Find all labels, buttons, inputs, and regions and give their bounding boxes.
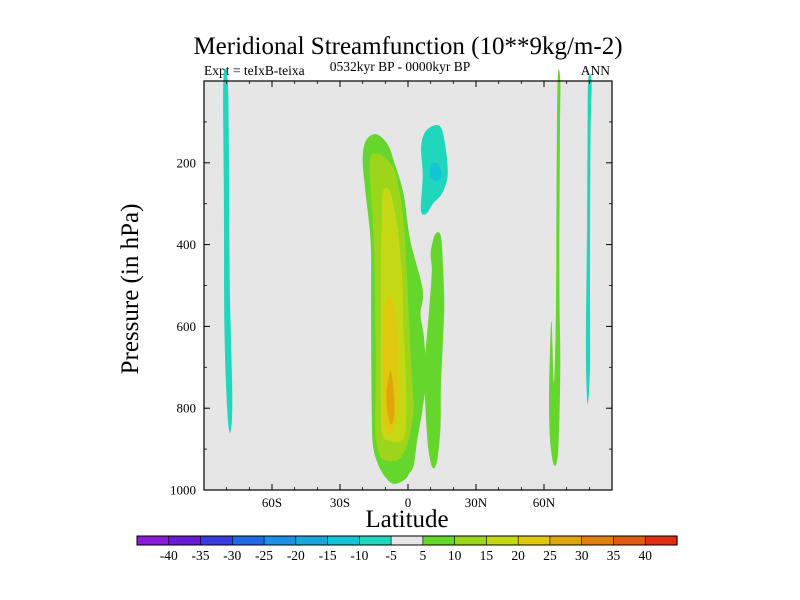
colorbar-label: 30 bbox=[575, 548, 589, 563]
x-axis: 60S 30S 0 30N 60N bbox=[226, 81, 590, 510]
colorbar-label: 25 bbox=[543, 548, 557, 563]
colorbar-swatch bbox=[263, 535, 297, 546]
colorbar-swatch bbox=[613, 535, 646, 546]
colorbar-label: 10 bbox=[448, 548, 462, 563]
x-tick-label: 30N bbox=[465, 495, 488, 510]
y-axis-label: Pressure (in hPa) bbox=[117, 204, 144, 375]
colorbar-swatch bbox=[231, 535, 265, 546]
colorbar-label: -25 bbox=[255, 548, 273, 563]
colorbar-label: -40 bbox=[160, 548, 178, 563]
colorbar-label: -15 bbox=[319, 548, 337, 563]
colorbar-swatch bbox=[168, 535, 202, 546]
colorbar-swatch bbox=[359, 535, 392, 546]
colorbar-swatch bbox=[295, 535, 329, 546]
x-tick-label: 60N bbox=[533, 495, 556, 510]
y-tick-label: 400 bbox=[177, 237, 197, 252]
colorbar-swatch bbox=[486, 535, 519, 546]
contour-neg-5-north-column bbox=[585, 73, 592, 405]
colorbar-swatch bbox=[327, 535, 360, 546]
colorbar-label: 5 bbox=[420, 548, 427, 563]
contour-pos-5-right-lobe bbox=[424, 232, 445, 469]
contour-pos-5-north-band bbox=[549, 69, 561, 466]
colorbar-swatch bbox=[644, 535, 678, 546]
colorbar: -40 -35 -30 -25 -20 -15 -10 -5 5 10 15 20 25 30 35 40 bbox=[136, 535, 678, 563]
y-tick-label: 1000 bbox=[170, 483, 196, 498]
colorbar-label: -30 bbox=[223, 548, 241, 563]
colorbar-label: -35 bbox=[192, 548, 210, 563]
x-tick-label: 30S bbox=[330, 495, 350, 510]
y-tick-label: 800 bbox=[177, 401, 197, 416]
x-tick-label: 0 bbox=[405, 495, 412, 510]
y-tick-label: 200 bbox=[177, 155, 197, 170]
colorbar-swatch bbox=[581, 535, 615, 546]
time-range-label: 0532kyr BP - 0000kyr BP bbox=[330, 59, 471, 74]
colorbar-swatch bbox=[517, 535, 551, 546]
colorbar-label: -5 bbox=[385, 548, 396, 563]
x-tick-label: 60S bbox=[262, 495, 282, 510]
x-axis-label: Latitude bbox=[365, 506, 448, 533]
colorbar-frame bbox=[136, 535, 678, 546]
colorbar-swatch bbox=[454, 535, 488, 546]
colorbar-swatch bbox=[136, 535, 170, 546]
contour-pos-25 bbox=[386, 370, 395, 425]
contour-fills bbox=[223, 68, 592, 484]
colorbar-label: -10 bbox=[350, 548, 368, 563]
colorbar-swatch bbox=[422, 535, 456, 546]
colorbar-label: 15 bbox=[480, 548, 494, 563]
season-label: ANN bbox=[581, 63, 610, 78]
colorbar-label: -20 bbox=[287, 548, 305, 563]
colorbar-swatch bbox=[390, 535, 424, 546]
contour-neg-10-cell bbox=[429, 162, 442, 182]
experiment-label: Expt = teIxB-teixa bbox=[204, 63, 305, 78]
colorbar-swatch bbox=[549, 535, 583, 546]
chart-title: Meridional Streamfunction (10**9kg/m-2) bbox=[193, 33, 622, 60]
y-tick-label: 600 bbox=[177, 319, 197, 334]
colorbar-label: 35 bbox=[607, 548, 621, 563]
colorbar-label: 40 bbox=[638, 548, 652, 563]
y-axis: 200 400 600 800 1000 bbox=[170, 121, 612, 498]
colorbar-swatch bbox=[200, 535, 233, 546]
contour-neg-5-south-column bbox=[223, 68, 233, 433]
colorbar-label: 20 bbox=[511, 548, 525, 563]
